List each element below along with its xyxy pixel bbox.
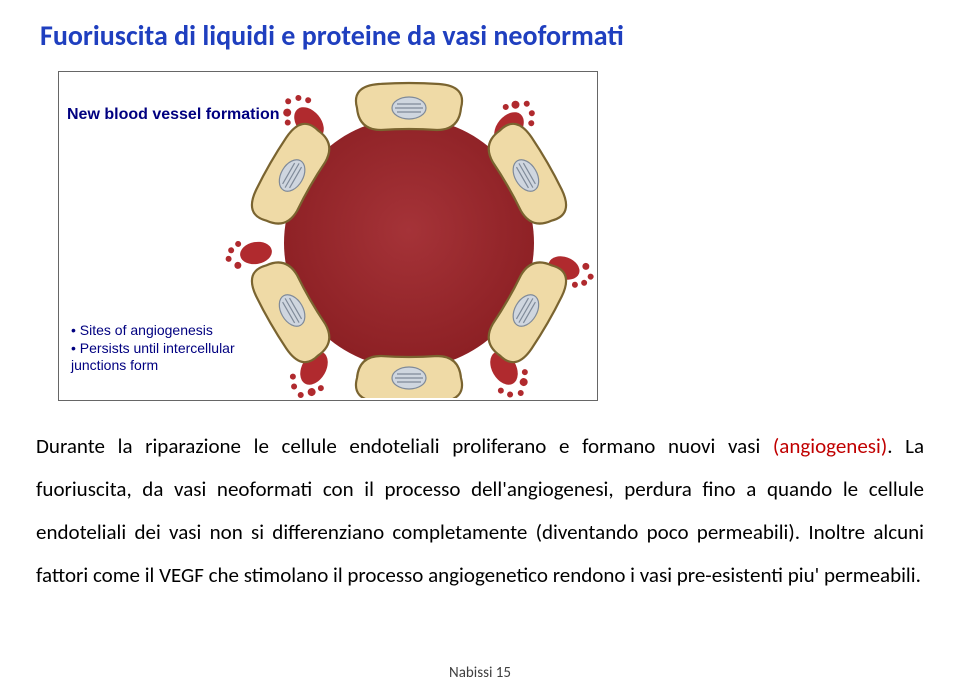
body-paragraph: Durante la riparazione le cellule endote… [36, 425, 924, 597]
figure-box: New blood vessel formation • Sites of an… [58, 71, 598, 401]
footer-text: Nabissi 15 [0, 664, 960, 682]
vessel-diagram [204, 78, 594, 398]
para-pre: Durante la riparazione le cellule endote… [36, 433, 773, 459]
para-angio: (angiogenesi) [773, 433, 887, 459]
page-title: Fuoriuscita di liquidi e proteine da vas… [40, 18, 930, 53]
